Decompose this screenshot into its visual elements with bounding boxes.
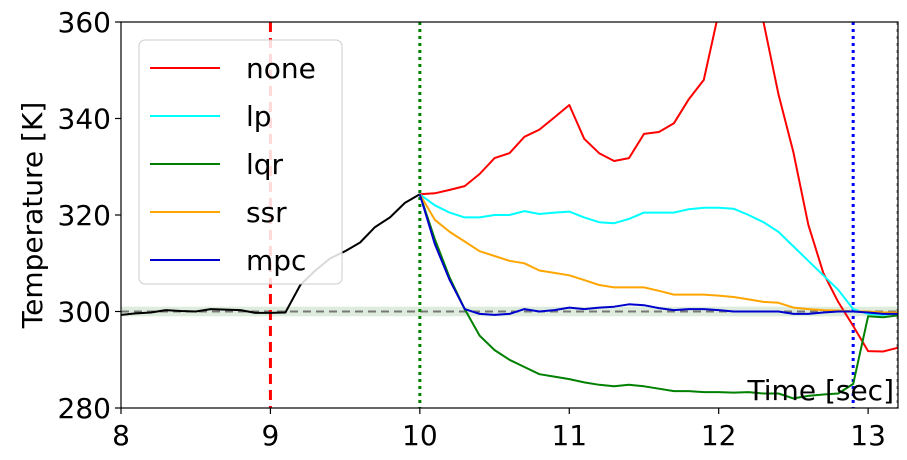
series-line-lp <box>419 193 898 316</box>
legend: none lp lqr ssr mpc <box>138 39 343 285</box>
series-line-history <box>121 193 421 316</box>
series-line-lqr <box>418 193 898 400</box>
legend-label-mpc: mpc <box>246 244 306 277</box>
legend-label-none: none <box>246 52 316 85</box>
y-tick-label: 300 <box>58 296 111 329</box>
x-tick-label: 8 <box>112 419 130 452</box>
event-lines <box>268 22 898 408</box>
legend-label-ssr: ssr <box>246 196 287 229</box>
setpoint-band-rect <box>121 306 898 317</box>
x-tick-label: 12 <box>701 419 737 452</box>
y-axis-label: Temperature [K] <box>16 102 49 329</box>
y-tick-label: 320 <box>58 199 111 232</box>
x-tick-label: 9 <box>262 419 280 452</box>
setpoint-band <box>121 306 898 317</box>
axis-ticks: 8 9 10 11 12 13 280 300 320 340 360 <box>58 6 886 452</box>
series-line-mpc <box>418 194 898 316</box>
x-tick-label: 11 <box>551 419 587 452</box>
legend-label-lqr: lqr <box>246 148 284 181</box>
x-axis-label: Time [sec] <box>747 374 894 407</box>
y-tick-label: 340 <box>58 103 111 136</box>
x-tick-label: 13 <box>850 419 886 452</box>
series-line-none <box>419 22 898 353</box>
series-lines <box>121 22 898 400</box>
y-tick-label: 360 <box>58 6 111 39</box>
legend-label-lp: lp <box>246 100 272 133</box>
x-tick-label: 10 <box>402 419 438 452</box>
legend-box <box>138 39 343 285</box>
y-tick-label: 280 <box>58 392 111 425</box>
series-line-ssr <box>418 193 898 314</box>
